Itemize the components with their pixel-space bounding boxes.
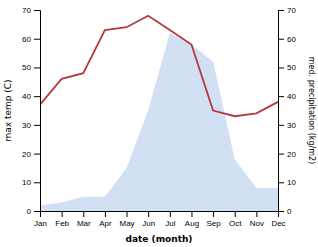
tick: May [119, 211, 134, 228]
tick-label: 50 [287, 63, 296, 72]
tick: 60 [22, 35, 40, 44]
tick-mark [278, 154, 284, 155]
y2-axis-title: med. precipitation (kg/m2) [307, 57, 316, 164]
tick-mark [235, 211, 236, 217]
tick-label: 20 [287, 150, 296, 159]
tick-label: 30 [22, 121, 31, 130]
tick: 0 [278, 207, 292, 216]
tick-label: Sep [206, 219, 221, 228]
tick: 30 [278, 121, 296, 130]
marks [40, 16, 278, 211]
tick-label: Feb [55, 219, 69, 228]
tick-label: 70 [22, 6, 31, 15]
tick-mark [278, 211, 284, 212]
tick-mark [83, 211, 84, 217]
tick-label: 60 [22, 35, 31, 44]
tick-label: 50 [22, 63, 31, 72]
tick: Mar [77, 211, 91, 228]
tick-label: Aug [185, 219, 199, 228]
tick-label: 40 [287, 92, 296, 101]
axis-line [279, 11, 285, 212]
tick: Jan [34, 211, 47, 228]
chart: JanFebMarAprMayJunJulAugSepOctNovDec0102… [0, 0, 318, 247]
tick-mark [34, 211, 40, 212]
line [40, 16, 278, 117]
tick: 50 [278, 63, 296, 72]
x-axis: Jan Feb Mar Apr May Jun Jul Aug Sep Oct Nov Dec [34, 211, 286, 228]
tick-mark [62, 211, 63, 217]
area [40, 33, 278, 211]
y-axis: 0 10 20 30 40 50 60 70 [22, 6, 40, 216]
tick: 40 [22, 92, 40, 101]
tick: 20 [22, 150, 40, 159]
tick-mark [278, 96, 284, 97]
tick-label: 10 [287, 178, 296, 187]
tick-mark [191, 211, 192, 217]
tick-label: 10 [22, 178, 31, 187]
tick-label: Mar [77, 219, 91, 228]
tick-mark [278, 39, 284, 40]
plot-area: JanFebMarAprMayJunJulAugSepOctNovDec0102… [22, 6, 296, 228]
tick-mark [34, 10, 40, 11]
tick-mark [34, 39, 40, 40]
tick-label: 70 [287, 6, 296, 15]
tick-mark [170, 211, 171, 217]
tick-mark [278, 10, 284, 11]
tick-label: Jan [34, 219, 47, 228]
tick: 70 [278, 6, 296, 15]
tick: 30 [22, 121, 40, 130]
tick: Nov [250, 211, 264, 228]
tick-mark [213, 211, 214, 217]
tick-mark [105, 211, 106, 217]
tick: Feb [55, 211, 69, 228]
tick: Dec [271, 211, 285, 228]
tick: 0 [27, 207, 40, 216]
tick-label: 20 [22, 150, 31, 159]
tick-mark [127, 211, 128, 217]
tick: 40 [278, 92, 296, 101]
tick-mark [34, 67, 40, 68]
tick-mark [34, 96, 40, 97]
tick: 10 [22, 178, 40, 187]
tick: Oct [229, 211, 242, 228]
tick-label: May [119, 219, 134, 228]
tick-label: Apr [99, 219, 112, 228]
tick: 70 [22, 6, 40, 15]
tick-mark [34, 182, 40, 183]
tick-label: 30 [287, 121, 296, 130]
tick-label: Dec [271, 219, 285, 228]
tick-label: 40 [22, 92, 31, 101]
tick-label: Nov [250, 219, 264, 228]
y-axis-title: max temp (C) [3, 79, 13, 141]
tick: Aug [185, 211, 199, 228]
tick-mark [34, 125, 40, 126]
x-axis-title: date (month) [126, 234, 193, 244]
tick-mark [148, 211, 149, 217]
tick-mark [278, 67, 284, 68]
tick: Apr [99, 211, 112, 228]
tick-label: 0 [287, 207, 292, 216]
tick-mark [278, 182, 284, 183]
axis-line [41, 212, 279, 218]
tick-label: Jul [165, 219, 175, 228]
axis-line [34, 11, 41, 212]
tick: 50 [22, 63, 40, 72]
tick-mark [34, 154, 40, 155]
tick-label: Oct [229, 219, 242, 228]
tick-label: 0 [27, 207, 32, 216]
tick-label: Jun [142, 219, 155, 228]
tick: Jun [142, 211, 155, 228]
tick-mark [256, 211, 257, 217]
tick-label: 60 [287, 35, 296, 44]
tick-mark [278, 125, 284, 126]
tick: 10 [278, 178, 296, 187]
y2-axis: 0 10 20 30 40 50 60 70 [278, 6, 296, 216]
tick: Sep [206, 211, 221, 228]
tick: 60 [278, 35, 296, 44]
tick: Jul [165, 211, 175, 228]
tick: 20 [278, 150, 296, 159]
